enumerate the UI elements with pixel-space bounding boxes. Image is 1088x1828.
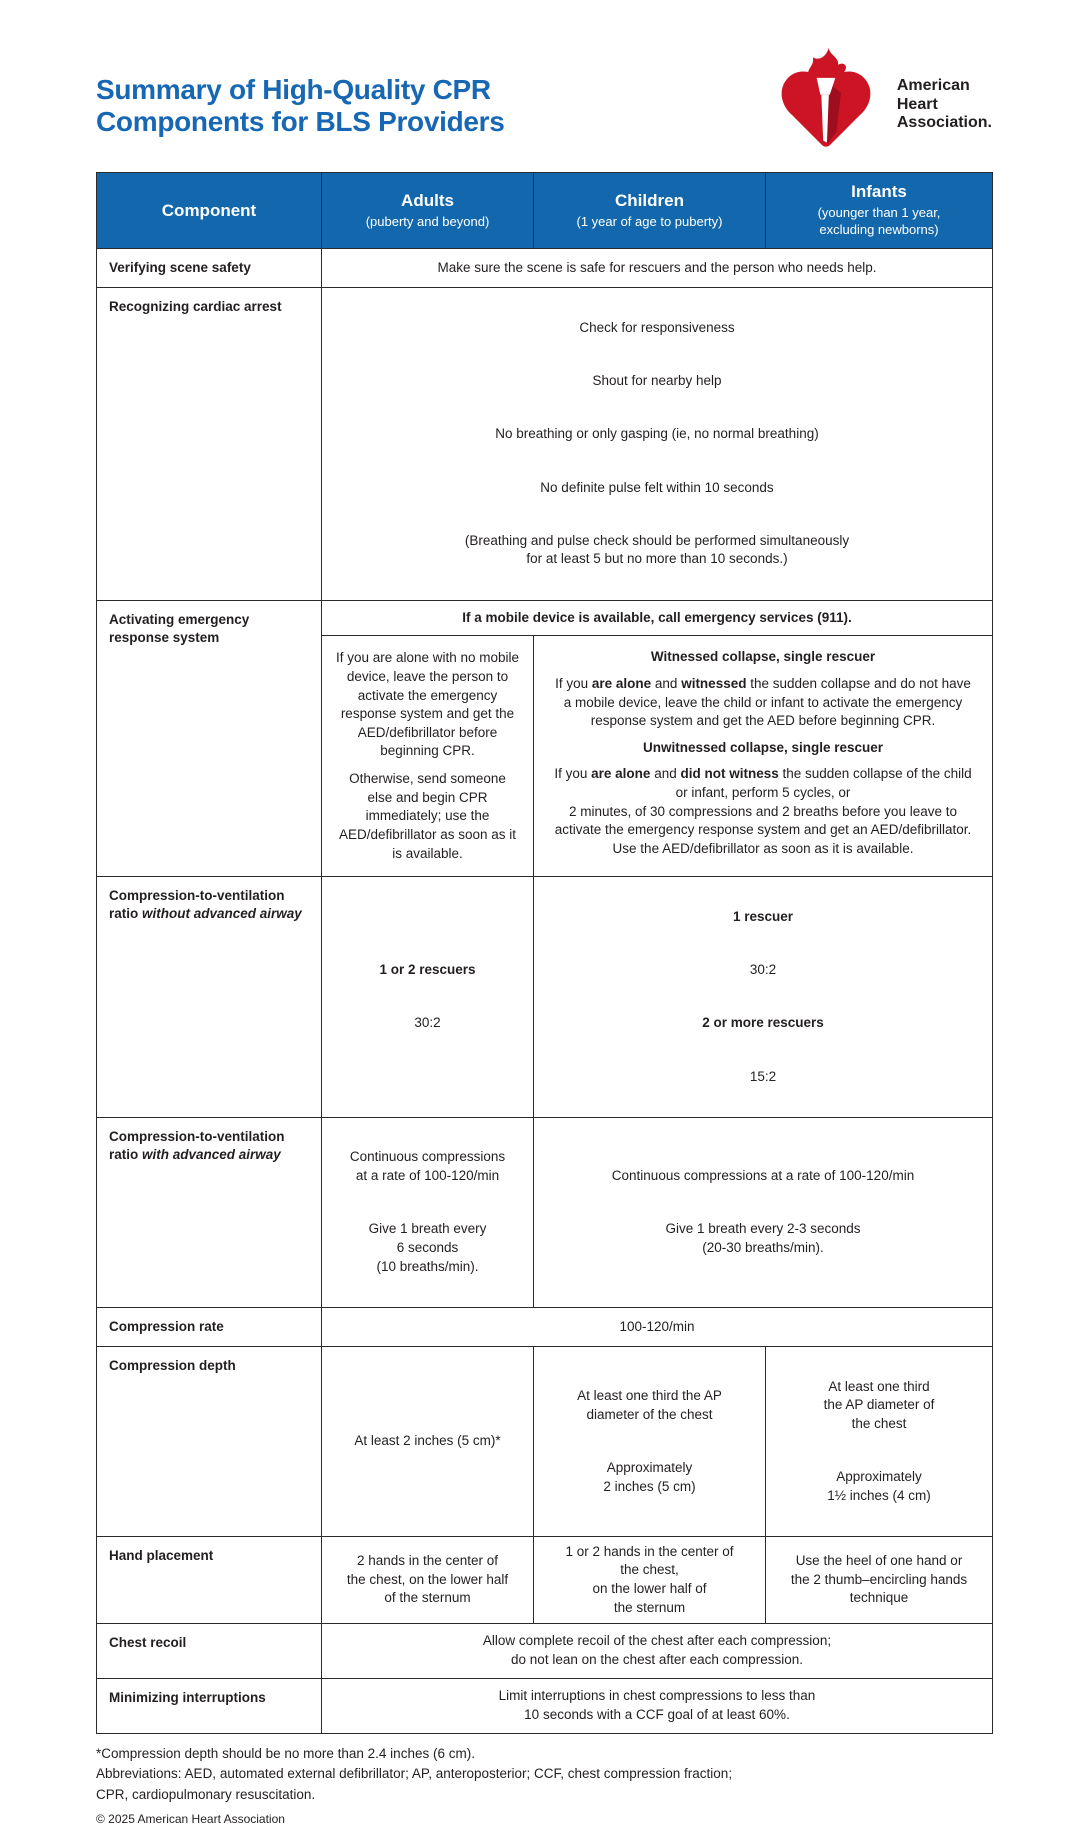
cell-cv-without-children-infants: 1 rescuer 30:2 2 or more rescuers 15:2	[533, 876, 993, 1118]
cell-line: Check for responsiveness	[579, 319, 735, 335]
cell-line: Approximately 1½ inches (4 cm)	[827, 1469, 931, 1503]
row-label-verifying-scene-safety: Verifying scene safety	[96, 247, 322, 289]
heart-torch-icon	[781, 47, 871, 147]
cell-line: Otherwise, send someone else and begin C…	[338, 771, 517, 861]
cell-depth-adults: At least 2 inches (5 cm)*	[321, 1346, 534, 1538]
cell-activating-children-infants: Witnessed collapse, single rescuer If yo…	[533, 636, 992, 877]
column-header-component: Component	[96, 172, 322, 249]
footnote-abbreviations: Abbreviations: AED, automated external d…	[96, 1766, 733, 1802]
witnessed-collapse-text: If you are alone and witnessed the sudde…	[555, 675, 971, 729]
footnote-compression-depth: *Compression depth should be no more tha…	[96, 1746, 475, 1762]
cell-line: 1 rescuer	[732, 908, 794, 924]
cell-line: No definite pulse felt within 10 seconds	[540, 479, 774, 495]
table-row: Compression-to-ventilation ratio with ad…	[96, 1116, 993, 1308]
cell-line: At least one third the AP diameter of th…	[823, 1378, 935, 1431]
row-label-compression-depth: Compression depth	[96, 1346, 322, 1538]
cell-cv-with-adults: Continuous compressions at a rate of 100…	[321, 1116, 534, 1308]
cell-minimizing-interruptions-all-ages: Limit interruptions in chest compression…	[321, 1678, 993, 1735]
row-label-cv-ratio-with-advanced-airway: Compression-to-ventilation ratio with ad…	[96, 1116, 322, 1308]
cell-line: Give 1 breath every 2-3 seconds (20-30 b…	[665, 1221, 861, 1255]
cell-activating-adults: If you are alone with no mobile device, …	[322, 636, 533, 876]
aha-logo-text: American Heart Association.	[896, 77, 992, 132]
table-row: Compression rate 100-120/min	[96, 1306, 993, 1348]
cell-line: Continuous compressions at a rate of 100…	[611, 1168, 915, 1184]
table-row: Compression depth At least 2 inches (5 c…	[96, 1346, 993, 1538]
cell-cv-without-adults: 1 or 2 rescuers 30:2	[321, 876, 534, 1118]
cell-hand-infants: Use the heel of one hand or the 2 thumb–…	[765, 1536, 993, 1625]
cell-line: 15:2	[749, 1068, 777, 1084]
table-row: Recognizing cardiac arrest Check for res…	[96, 287, 993, 601]
column-header-infants: Infants (younger than 1 year, excluding …	[765, 172, 993, 249]
row-label-compression-rate: Compression rate	[96, 1306, 322, 1348]
column-header-adults: Adults (puberty and beyond)	[321, 172, 534, 249]
page-title: Summary of High-Quality CPR Components f…	[96, 74, 505, 137]
page-header: Summary of High-Quality CPR Components f…	[96, 44, 992, 166]
row-label-recognizing-cardiac-arrest: Recognizing cardiac arrest	[96, 287, 322, 601]
cell-hand-children: 1 or 2 hands in the center of the chest,…	[533, 1536, 766, 1625]
cell-line: 2 or more rescuers	[702, 1015, 824, 1031]
row-label-cv-ratio-without-advanced-airway: Compression-to-ventilation ratio without…	[96, 876, 322, 1118]
adults-header-subtitle: (puberty and beyond)	[365, 213, 490, 229]
activating-mobile-device-note: If a mobile device is available, call em…	[322, 601, 992, 637]
cell-line: Shout for nearby help	[592, 373, 722, 389]
row-label-activating-emergency-response: Activating emergency response system	[96, 599, 322, 878]
cell-line: Continuous compressions at a rate of 100…	[349, 1149, 506, 1184]
cell-line: 30:2	[749, 962, 777, 978]
witnessed-collapse-heading: Witnessed collapse, single rescuer	[650, 649, 876, 665]
cell-hand-adults: 2 hands in the center of the chest, on t…	[321, 1536, 534, 1625]
aha-logo: American Heart Association.	[767, 46, 992, 164]
row-label-chest-recoil: Chest recoil	[96, 1623, 322, 1680]
cell-chest-recoil-all-ages: Allow complete recoil of the chest after…	[321, 1623, 993, 1680]
cell-line: At least one third the AP diameter of th…	[577, 1388, 722, 1422]
adults-header-title: Adults	[401, 190, 454, 210]
cell-verifying-all-ages: Make sure the scene is safe for rescuers…	[321, 247, 993, 289]
table-row: Hand placement 2 hands in the center of …	[96, 1536, 993, 1625]
unwitnessed-collapse-text: If you are alone and did not witness the…	[554, 766, 972, 856]
infants-header-subtitle: (younger than 1 year, excluding newborns…	[817, 205, 941, 237]
cell-activating-content: If a mobile device is available, call em…	[321, 599, 993, 878]
table-row: Minimizing interruptions Limit interrupt…	[96, 1678, 993, 1735]
table-row: Verifying scene safety Make sure the sce…	[96, 247, 993, 289]
infants-header-title: Infants	[851, 182, 907, 202]
unwitnessed-collapse-heading: Unwitnessed collapse, single rescuer	[642, 739, 884, 755]
footnotes: *Compression depth should be no more tha…	[96, 1744, 992, 1828]
cell-line: (Breathing and pulse check should be per…	[464, 532, 850, 567]
cpr-components-table: Component Adults (puberty and beyond) Ch…	[96, 172, 993, 1735]
children-header-subtitle: (1 year of age to puberty)	[576, 213, 723, 229]
table-row: Activating emergency response system If …	[96, 599, 993, 878]
cell-compression-rate-all-ages: 100-120/min	[321, 1306, 993, 1348]
cell-line: Approximately 2 inches (5 cm)	[603, 1459, 696, 1494]
cell-line: 1 or 2 rescuers	[379, 962, 476, 978]
children-header-title: Children	[615, 190, 684, 210]
row-label-hand-placement: Hand placement	[96, 1536, 322, 1625]
table-header-row: Component Adults (puberty and beyond) Ch…	[96, 172, 993, 249]
cell-depth-infants: At least one third the AP diameter of th…	[765, 1346, 993, 1538]
cell-line: Give 1 breath every 6 seconds (10 breath…	[368, 1221, 487, 1274]
row-label-minimizing-interruptions: Minimizing interruptions	[96, 1678, 322, 1735]
cell-recognizing-all-ages: Check for responsiveness Shout for nearb…	[321, 287, 993, 601]
table-row: Chest recoil Allow complete recoil of th…	[96, 1623, 993, 1680]
cell-line: 30:2	[414, 1015, 441, 1031]
cell-line: No breathing or only gasping (ie, no nor…	[495, 426, 819, 442]
cell-cv-with-children-infants: Continuous compressions at a rate of 100…	[533, 1116, 993, 1308]
cell-line: If you are alone with no mobile device, …	[335, 650, 520, 759]
column-header-children: Children (1 year of age to puberty)	[533, 172, 766, 249]
cell-depth-children: At least one third the AP diameter of th…	[533, 1346, 766, 1538]
copyright-notice: © 2025 American Heart Association	[96, 1811, 285, 1826]
table-row: Compression-to-ventilation ratio without…	[96, 876, 993, 1118]
activating-subcells: If you are alone with no mobile device, …	[322, 636, 992, 877]
